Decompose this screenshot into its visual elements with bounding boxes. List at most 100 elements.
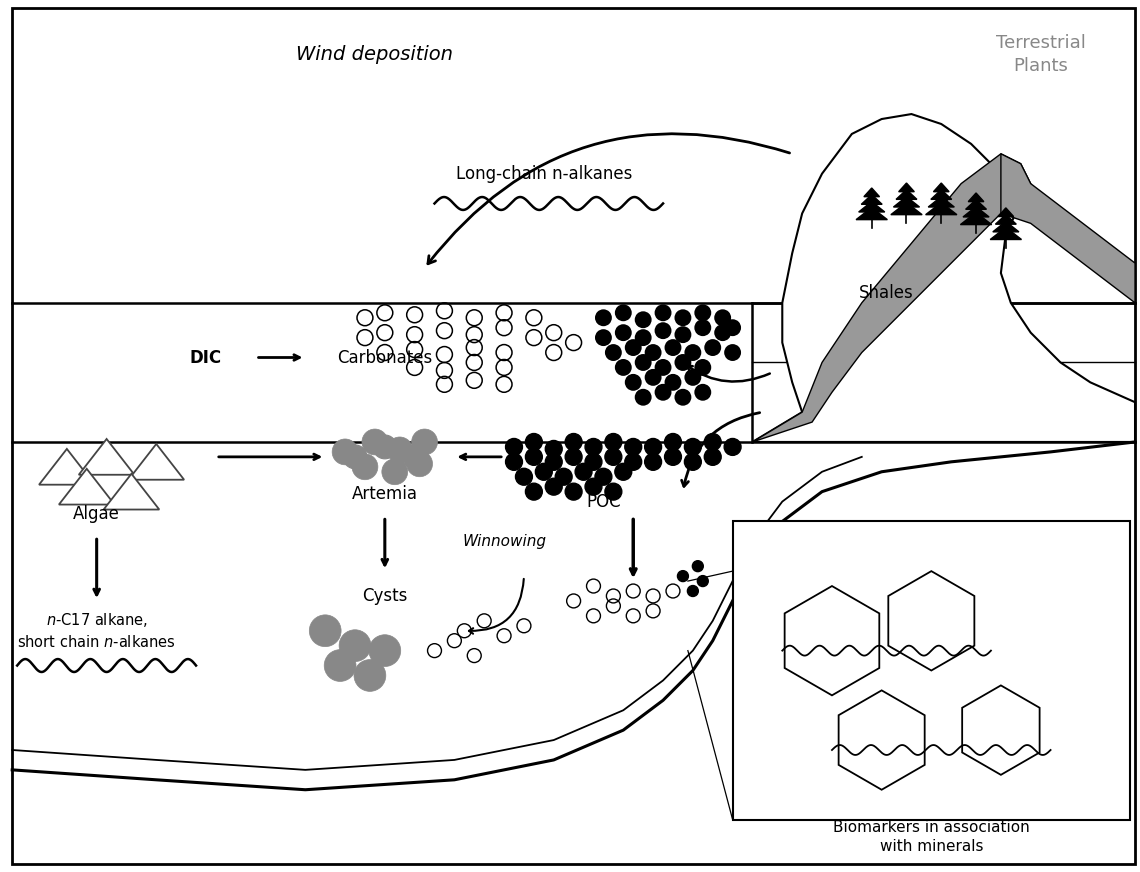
- Circle shape: [332, 439, 358, 465]
- Polygon shape: [931, 189, 952, 200]
- Circle shape: [644, 344, 661, 361]
- Circle shape: [625, 339, 642, 356]
- Text: Winnowing: Winnowing: [462, 534, 546, 548]
- Circle shape: [585, 478, 602, 495]
- Polygon shape: [928, 196, 954, 207]
- Circle shape: [605, 433, 621, 451]
- Circle shape: [705, 339, 722, 356]
- Circle shape: [675, 354, 691, 371]
- Polygon shape: [995, 215, 1016, 224]
- Text: Terrestrial
Plants: Terrestrial Plants: [995, 34, 1085, 74]
- Polygon shape: [960, 213, 992, 225]
- Polygon shape: [752, 114, 1135, 442]
- Circle shape: [675, 389, 691, 405]
- Circle shape: [644, 453, 661, 470]
- Circle shape: [694, 304, 711, 321]
- Circle shape: [605, 344, 621, 361]
- Text: Long-chain n-alkanes: Long-chain n-alkanes: [456, 165, 632, 182]
- Polygon shape: [926, 202, 956, 215]
- Circle shape: [595, 468, 612, 485]
- Circle shape: [363, 429, 388, 455]
- Circle shape: [665, 433, 682, 451]
- Text: Shales: Shales: [860, 284, 914, 302]
- Polygon shape: [39, 449, 95, 485]
- Circle shape: [555, 468, 572, 485]
- Circle shape: [355, 659, 385, 691]
- Circle shape: [412, 429, 438, 455]
- Polygon shape: [79, 439, 135, 474]
- Text: Artemia: Artemia: [352, 485, 418, 502]
- Circle shape: [644, 369, 661, 385]
- Circle shape: [565, 448, 583, 466]
- Polygon shape: [998, 208, 1013, 216]
- Polygon shape: [104, 473, 160, 509]
- Circle shape: [382, 459, 408, 485]
- Circle shape: [515, 468, 532, 485]
- Circle shape: [654, 359, 671, 376]
- Polygon shape: [934, 183, 950, 192]
- Circle shape: [692, 561, 703, 572]
- Circle shape: [373, 435, 397, 459]
- Circle shape: [343, 445, 367, 469]
- Circle shape: [505, 453, 522, 470]
- Text: Biomarkers in association
with minerals: Biomarkers in association with minerals: [833, 820, 1029, 855]
- Circle shape: [595, 330, 612, 346]
- Circle shape: [698, 576, 708, 587]
- Circle shape: [536, 463, 552, 480]
- Circle shape: [684, 369, 701, 385]
- Circle shape: [526, 483, 543, 500]
- Text: DIC: DIC: [190, 349, 222, 366]
- Polygon shape: [752, 153, 1031, 442]
- Circle shape: [635, 311, 652, 328]
- Circle shape: [724, 319, 741, 336]
- Circle shape: [614, 324, 632, 341]
- Circle shape: [324, 650, 356, 681]
- Polygon shape: [966, 200, 986, 209]
- Circle shape: [635, 389, 652, 405]
- Circle shape: [309, 615, 341, 647]
- FancyBboxPatch shape: [13, 8, 1135, 864]
- Circle shape: [386, 437, 413, 463]
- Circle shape: [675, 326, 691, 343]
- Circle shape: [625, 453, 642, 470]
- Circle shape: [605, 483, 621, 500]
- Text: Algae: Algae: [73, 505, 120, 522]
- Circle shape: [505, 439, 522, 455]
- Polygon shape: [59, 469, 114, 505]
- Circle shape: [352, 454, 377, 480]
- Circle shape: [715, 324, 731, 341]
- Polygon shape: [898, 183, 914, 192]
- Polygon shape: [1001, 153, 1135, 303]
- Circle shape: [565, 433, 583, 451]
- Polygon shape: [784, 586, 879, 695]
- Circle shape: [605, 448, 621, 466]
- Circle shape: [705, 433, 722, 451]
- Polygon shape: [864, 188, 880, 197]
- Circle shape: [635, 330, 652, 346]
- Circle shape: [585, 453, 602, 470]
- Circle shape: [654, 323, 671, 339]
- Polygon shape: [862, 194, 882, 204]
- Circle shape: [684, 439, 701, 455]
- Circle shape: [644, 439, 661, 455]
- FancyArrowPatch shape: [428, 133, 790, 263]
- Circle shape: [635, 354, 652, 371]
- Circle shape: [526, 433, 543, 451]
- Text: Wind deposition: Wind deposition: [296, 45, 454, 64]
- Circle shape: [715, 310, 731, 326]
- Text: POC: POC: [586, 493, 621, 511]
- Circle shape: [614, 359, 632, 376]
- Polygon shape: [991, 228, 1021, 240]
- Circle shape: [684, 453, 701, 470]
- Circle shape: [407, 451, 432, 477]
- Circle shape: [625, 374, 642, 391]
- Polygon shape: [968, 193, 984, 201]
- Polygon shape: [962, 685, 1040, 775]
- Circle shape: [585, 439, 602, 455]
- Polygon shape: [894, 196, 920, 207]
- Polygon shape: [839, 691, 925, 790]
- Polygon shape: [856, 208, 887, 220]
- FancyArrowPatch shape: [687, 365, 770, 382]
- Text: $n$-C17 alkane,
short chain $n$-alkanes: $n$-C17 alkane, short chain $n$-alkanes: [17, 611, 176, 651]
- Circle shape: [654, 304, 671, 321]
